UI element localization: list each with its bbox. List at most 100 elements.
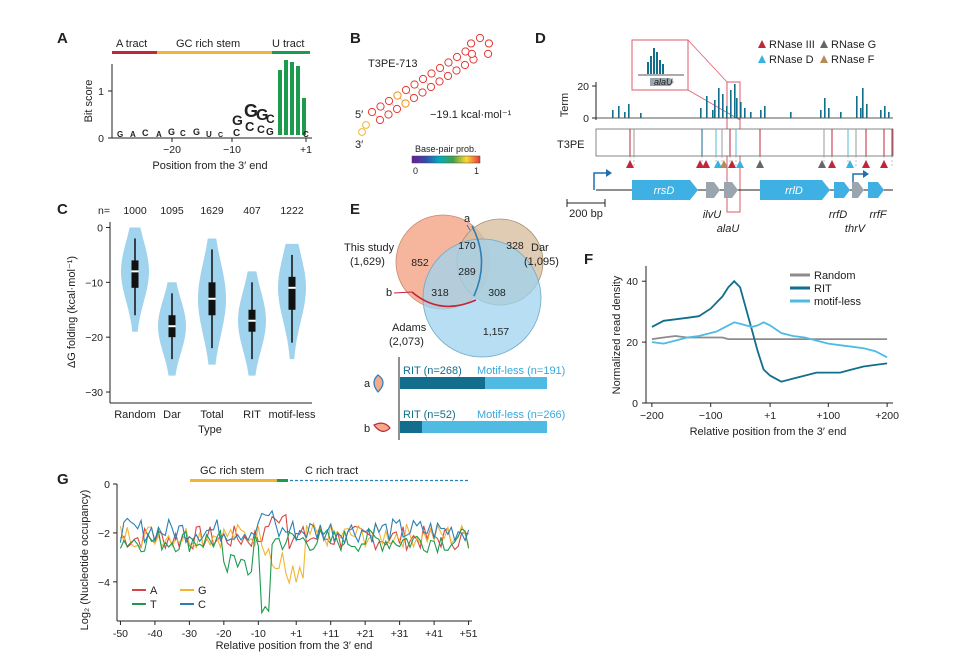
region-b-glyph [373, 422, 391, 432]
f-ylabel: Normalized read density [611, 275, 623, 394]
g-gc-stem-label: GC rich stem [200, 465, 264, 477]
venn-dar-only: 328 [506, 240, 524, 252]
mark-a: a [464, 213, 471, 225]
sample-size: 1222 [280, 205, 304, 217]
panel-d: D alaU RNase III RNase G RNase D RNase F Te… [535, 30, 894, 235]
g-legend: A G T C [132, 585, 207, 611]
c-ytick: 0 [97, 222, 103, 234]
label-rrfD: rrfD [829, 209, 847, 221]
venn-all-three: 289 [458, 266, 476, 278]
inset-gene-label: alaU [654, 77, 673, 87]
svg-text:G: G [193, 127, 200, 137]
svg-text:C: C [303, 130, 309, 139]
t3pe-sites [629, 129, 893, 168]
svg-text:G: G [117, 130, 123, 139]
scale-label: 200 bp [569, 208, 603, 220]
sequence-logo: G A C A G C G U C G C G C G C C G C [117, 60, 309, 139]
g-ytick: 0 [104, 479, 110, 491]
c-categories: Random Dar Total RIT motif-less [114, 409, 316, 421]
gene-rrfD [834, 182, 850, 198]
sample-size: 1000 [123, 205, 147, 217]
label-rrfF: rrfF [869, 209, 887, 221]
inset-gene-arrow [650, 78, 674, 86]
a-xlabel: Position from the 3′ end [152, 160, 267, 172]
rnase-legend: RNase III RNase G RNase D RNase F [758, 39, 876, 66]
svg-text:A: A [156, 130, 162, 139]
f-ticks: 0 20 40 −200 −100 +1 +100 +200 [626, 276, 899, 422]
inset-peaks [647, 48, 664, 74]
svg-text:C: C [266, 112, 275, 126]
a-xtick-1: −10 [223, 144, 241, 156]
g-series [119, 509, 470, 615]
term-track-label: Term [559, 93, 571, 117]
g-xtick: -40 [147, 628, 162, 640]
svg-text:C: C [142, 128, 149, 138]
bp-legend-min: 0 [413, 166, 418, 176]
legend-marker [758, 40, 766, 48]
panel-c: C n= 1000 1095 1629 407 1222 0 −10 −20 −30 ΔG f… [57, 201, 316, 436]
gene-rrsD-label: rrsD [654, 185, 675, 197]
g-u-bar [277, 479, 288, 482]
a-ylabel: Bit score [83, 80, 95, 123]
c-yticks: 0 −10 −20 −30 [85, 222, 110, 399]
c-ytick: −20 [85, 332, 103, 344]
g-legend-label: C [198, 599, 206, 611]
svg-text:G: G [256, 107, 268, 124]
gene-rrfF [868, 182, 884, 198]
region-a-outline [471, 225, 483, 297]
g-xtick: -30 [182, 628, 197, 640]
g-legend-label: T [150, 599, 157, 611]
panel-e: E 852 170 328 289 318 308 1,157 This stu… [344, 201, 565, 440]
g-xtick: +31 [391, 628, 409, 640]
set-dar-name: Dar [531, 242, 549, 254]
f-ytick: 40 [626, 276, 638, 288]
gene-rrlD-label: rrlD [785, 185, 803, 197]
bar-b-rit [400, 421, 422, 433]
f-xtick: +100 [816, 410, 840, 422]
bar-a-rit-label: RIT (n=268) [403, 365, 462, 377]
f-xtick: −100 [699, 410, 723, 422]
rna-name: T3PE-713 [368, 58, 418, 70]
c-n-prefix: n= [98, 205, 110, 217]
g-xtick: +11 [322, 628, 339, 640]
t3pe-track-label: T3PE [557, 139, 585, 151]
gene-ilvU [706, 182, 720, 198]
g-legend-label: A [150, 585, 158, 597]
term-tick-20: 20 [577, 81, 589, 93]
sample-size: 1095 [160, 205, 184, 217]
g-gc-stem-bar [190, 479, 277, 482]
svg-text:C: C [257, 124, 265, 136]
bar-a-motif [485, 377, 547, 389]
c-ytick: −10 [85, 277, 103, 289]
promoter-arrow [593, 172, 606, 190]
f-legend-label: RIT [814, 283, 832, 295]
svg-text:C: C [245, 119, 255, 134]
svg-text:C: C [233, 128, 240, 139]
three-prime-label: 3′ [355, 139, 363, 151]
bp-legend-title: Base-pair prob. [415, 144, 477, 154]
region-b-outline [411, 291, 477, 308]
gc-stem-bar [157, 51, 272, 54]
bp-color-scale [411, 155, 481, 164]
g-xtick: -50 [113, 628, 128, 640]
bar-b-motif [422, 421, 547, 433]
venn-this-only: 852 [411, 257, 429, 269]
gene-rrsD [632, 180, 698, 200]
panel-label-a: A [57, 30, 68, 47]
gene-alaU [724, 182, 738, 198]
f-xlabel: Relative position from the 3′ end [690, 426, 847, 438]
legend-marker [820, 55, 828, 63]
set-dar-count: (1,095) [524, 256, 559, 268]
panel-label-b: B [350, 30, 361, 47]
bar-a-mark: a [364, 378, 371, 390]
c-sample-sizes: 1000 1095 1629 407 1222 [123, 205, 304, 217]
c-ylabel: ΔG folding (kcal·mol⁻¹) [66, 256, 78, 368]
legend-label: RNase III [769, 39, 815, 51]
a-ytick-0: 0 [98, 133, 104, 145]
term-peaks [612, 84, 890, 118]
category-label: motif-less [268, 409, 316, 421]
label-thrV: thrV [845, 223, 867, 235]
svg-text:G: G [168, 127, 175, 137]
svg-text:G: G [232, 112, 243, 128]
f-ytick: 0 [632, 398, 638, 410]
